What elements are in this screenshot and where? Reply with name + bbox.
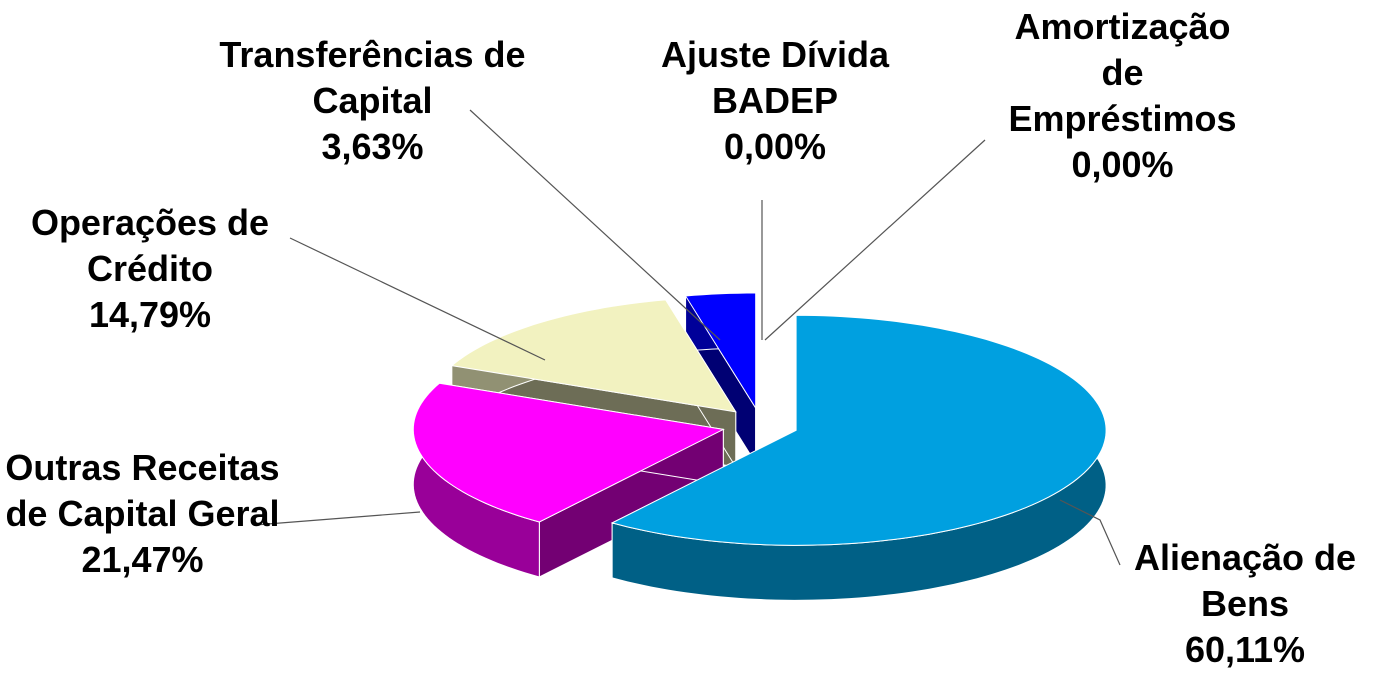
leader-line (254, 511, 421, 526)
slice-label: Amortização de Empréstimos 0,00% (990, 4, 1255, 188)
slice-label: Operações de Crédito 14,79% (5, 200, 295, 338)
slice-label: Outras Receitas de Capital Geral 21,47% (5, 445, 280, 583)
slice (412, 382, 725, 578)
label-value: 3,63% (321, 126, 424, 167)
label-value: 14,79% (88, 294, 212, 335)
label-value: 21,47% (81, 539, 204, 580)
slice-top (450, 299, 737, 413)
slice-top (412, 382, 725, 523)
leader-line (469, 109, 721, 341)
label-name: Operações de Crédito (30, 202, 270, 289)
slices (412, 292, 1107, 601)
slice-label: Alienação de Bens 60,11% (1120, 535, 1370, 673)
label-name: Outras Receitas de Capital Geral (5, 447, 280, 534)
leader-lines (254, 109, 1121, 566)
label-name: Alienação de Bens (1133, 537, 1357, 624)
label-name: Amortização de Empréstimos (1008, 6, 1237, 139)
slice (610, 314, 1107, 601)
slice-label: Transferências de Capital 3,63% (215, 32, 530, 170)
slice-top (684, 292, 757, 410)
leader-line (289, 237, 546, 361)
leader-line (764, 139, 986, 341)
label-name: Transferências de Capital (219, 34, 526, 121)
label-value: 0,00% (1071, 144, 1174, 185)
label-name: Ajuste Dívida BADEP (660, 34, 890, 121)
slice (684, 292, 757, 465)
leader-line (1059, 499, 1121, 566)
slice-top (610, 314, 1107, 546)
label-value: 60,11% (1184, 629, 1306, 670)
label-value: 0,00% (723, 126, 827, 167)
slice-label: Ajuste Dívida BADEP 0,00% (630, 32, 920, 170)
